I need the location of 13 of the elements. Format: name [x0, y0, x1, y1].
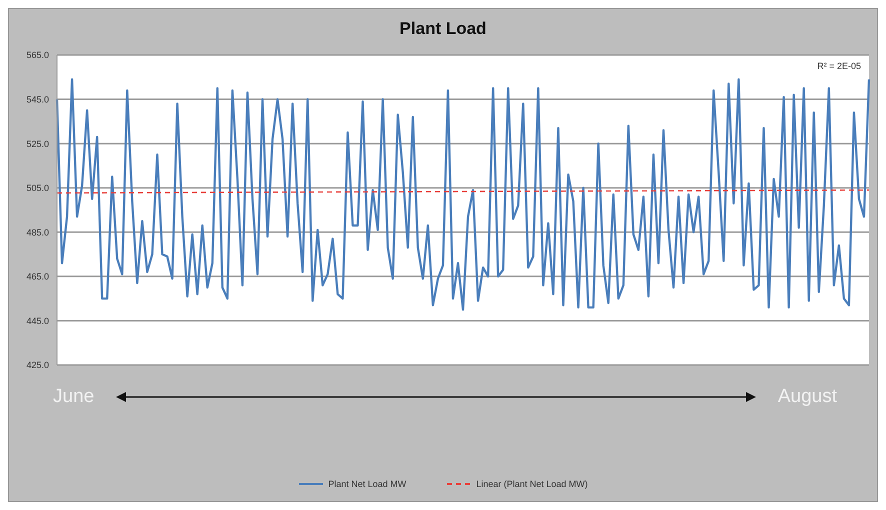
- y-tick-label: 525.0: [26, 138, 49, 149]
- y-tick-label: 425.0: [26, 360, 49, 370]
- y-tick-label: 545.0: [26, 94, 49, 104]
- y-tick-label: 565.0: [26, 50, 49, 60]
- y-tick-label: 485.0: [26, 227, 49, 238]
- legend-label: Linear (Plant Net Load MW): [476, 479, 588, 489]
- y-tick-label: 465.0: [26, 272, 49, 282]
- annotation: R² = 2E-05: [817, 61, 861, 71]
- y-tick-label: 445.0: [26, 316, 49, 326]
- line-series: [56, 78, 870, 311]
- legend-label: Plant Net Load MW: [328, 479, 406, 489]
- y-tick-label: 505.0: [26, 183, 49, 194]
- chart-title: Plant Load: [398, 18, 488, 40]
